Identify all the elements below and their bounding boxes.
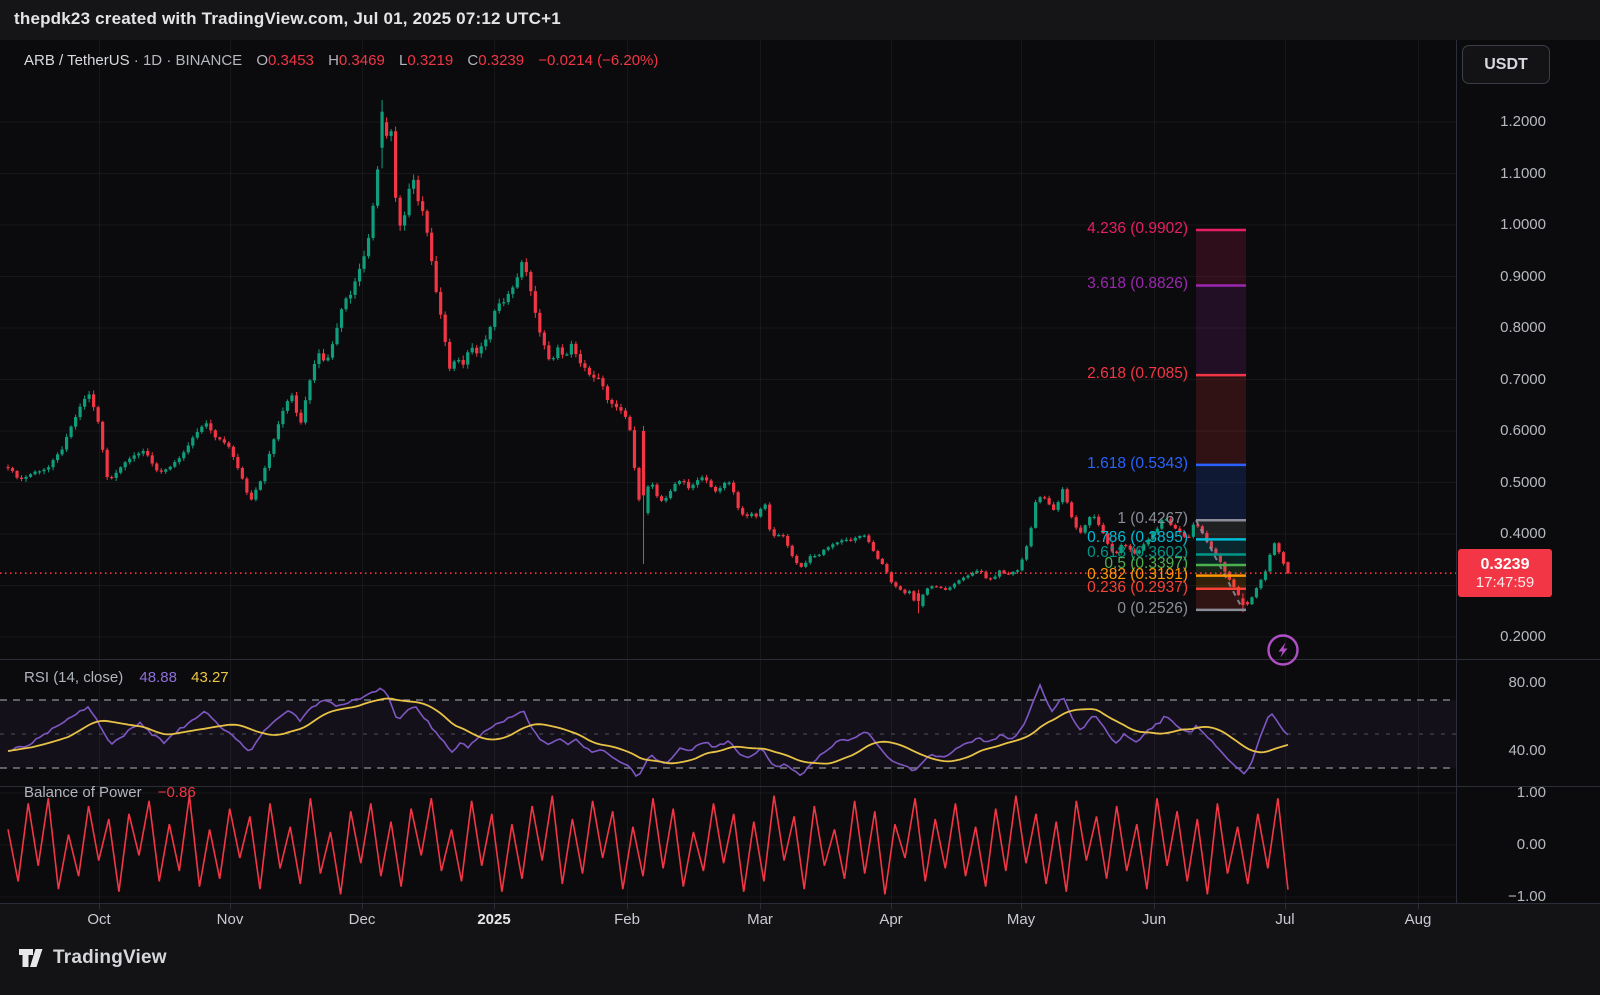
- rsi-ma-value: 43.27: [191, 669, 229, 686]
- bop-line: [7, 795, 1289, 895]
- price-axis-label: 1.1000: [1500, 164, 1546, 182]
- fib-level-label: 4.236 (0.9902): [1087, 220, 1188, 238]
- price-axis-label: 0.6000: [1500, 422, 1546, 439]
- rsi-title: RSI: [24, 669, 50, 686]
- time-axis-label: Mar: [747, 911, 773, 928]
- time-axis-label: Apr: [879, 911, 903, 928]
- chart-background[interactable]: [0, 40, 1600, 903]
- price-axis-label: 1.0000: [1500, 216, 1546, 233]
- time-axis-label: May: [1006, 911, 1036, 928]
- time-axis-label: Aug: [1404, 911, 1432, 928]
- price-axis-label: 0.7000: [1500, 370, 1546, 388]
- rsi-axis-label: 80.00: [1508, 674, 1546, 691]
- bop-indicator-legend[interactable]: Balance of Power −0.86: [24, 784, 196, 801]
- time-axis-label: Oct: [87, 911, 111, 928]
- close-value: 0.3239: [478, 52, 525, 69]
- high-label: H: [328, 52, 339, 69]
- fib-level-label: 0.382 (0.3191): [1087, 565, 1188, 583]
- time-axis-label: Dec: [348, 911, 376, 928]
- price-axis-label: 0.9000: [1500, 267, 1546, 285]
- bop-value: −0.86: [157, 784, 196, 801]
- fib-retracement-drawing[interactable]: [1195, 228, 1246, 612]
- fib-level-label: 0.618 (0.3602): [1087, 544, 1188, 562]
- rsi-ma-line: [7, 697, 1289, 765]
- price-axis-label: 0.4000: [1500, 525, 1546, 542]
- bop-axis-label: 0.00: [1516, 836, 1546, 853]
- price-axis-label: 1.2000: [1500, 113, 1546, 130]
- attribution-bar: thepdk23 created with TradingView.com, J…: [0, 0, 1600, 41]
- time-axis-label: Jul: [1275, 911, 1295, 928]
- time-axis-label: Feb: [614, 911, 640, 928]
- change-value: −0.0214 (−6.20%): [538, 52, 659, 69]
- tradingview-logo-icon: [19, 949, 43, 967]
- bop-title: Balance of Power: [24, 784, 142, 801]
- high-value: 0.3469: [338, 52, 385, 69]
- open-value: 0.3453: [268, 52, 314, 69]
- lightning-quick-action-icon[interactable]: [1265, 632, 1301, 668]
- low-label: L: [398, 52, 408, 69]
- rsi-axis-label: 40.00: [1508, 742, 1546, 759]
- price-axis-label: 0.8000: [1500, 319, 1546, 336]
- fib-level-label: 1.618 (0.5343): [1087, 454, 1188, 472]
- currency-toggle-button[interactable]: USDT: [1462, 45, 1550, 84]
- time-axis-label: Nov: [216, 911, 244, 928]
- last-price-badge[interactable]: 0.3239 17:47:59: [1458, 549, 1552, 597]
- candlestick-series: [6, 99, 1290, 614]
- time-axis-label: 2025: [477, 911, 511, 928]
- symbol-legend[interactable]: ARB / TetherUS · 1D · BINANCE O0.3453 H0…: [24, 52, 659, 69]
- rsi-line: [7, 682, 1289, 778]
- open-label: O: [256, 52, 269, 69]
- last-price-value: 0.3239: [1480, 556, 1530, 573]
- close-label: C: [467, 52, 479, 69]
- price-axis-label: 0.2000: [1500, 628, 1546, 645]
- fib-level-label: 1 (0.4267): [1117, 510, 1188, 528]
- attribution-text: thepdk23 created with TradingView.com, J…: [14, 9, 561, 28]
- tradingview-logo-text: TradingView: [53, 947, 167, 968]
- fib-level-label: 0.786 (0.3895): [1087, 529, 1188, 547]
- rsi-params: (14, close): [53, 669, 124, 686]
- bop-axis-label: 1.00: [1516, 784, 1546, 801]
- fib-level-label: 3.618 (0.8826): [1087, 275, 1188, 293]
- bop-axis-label: −1.00: [1508, 888, 1546, 905]
- exchange-label: BINANCE: [175, 52, 243, 69]
- symbol-name[interactable]: ARB / TetherUS: [24, 52, 130, 69]
- fib-level-label: 0 (0.2526): [1117, 599, 1188, 617]
- fib-level-label: 0.236 (0.2937): [1087, 578, 1188, 596]
- fib-level-label: 2.618 (0.7085): [1087, 365, 1188, 383]
- time-axis-label: Jun: [1141, 911, 1167, 928]
- bar-countdown: 17:47:59: [1475, 574, 1535, 591]
- rsi-indicator-legend[interactable]: RSI (14, close) 48.88 43.27: [24, 669, 229, 686]
- fib-level-label: 0.5 (0.3397): [1104, 555, 1188, 573]
- low-value: 0.3219: [407, 52, 454, 69]
- rsi-value: 48.88: [139, 669, 177, 686]
- tradingview-logo[interactable]: TradingView: [18, 946, 167, 970]
- interval-label[interactable]: 1D: [142, 52, 163, 69]
- price-axis-label: 0.5000: [1500, 473, 1546, 491]
